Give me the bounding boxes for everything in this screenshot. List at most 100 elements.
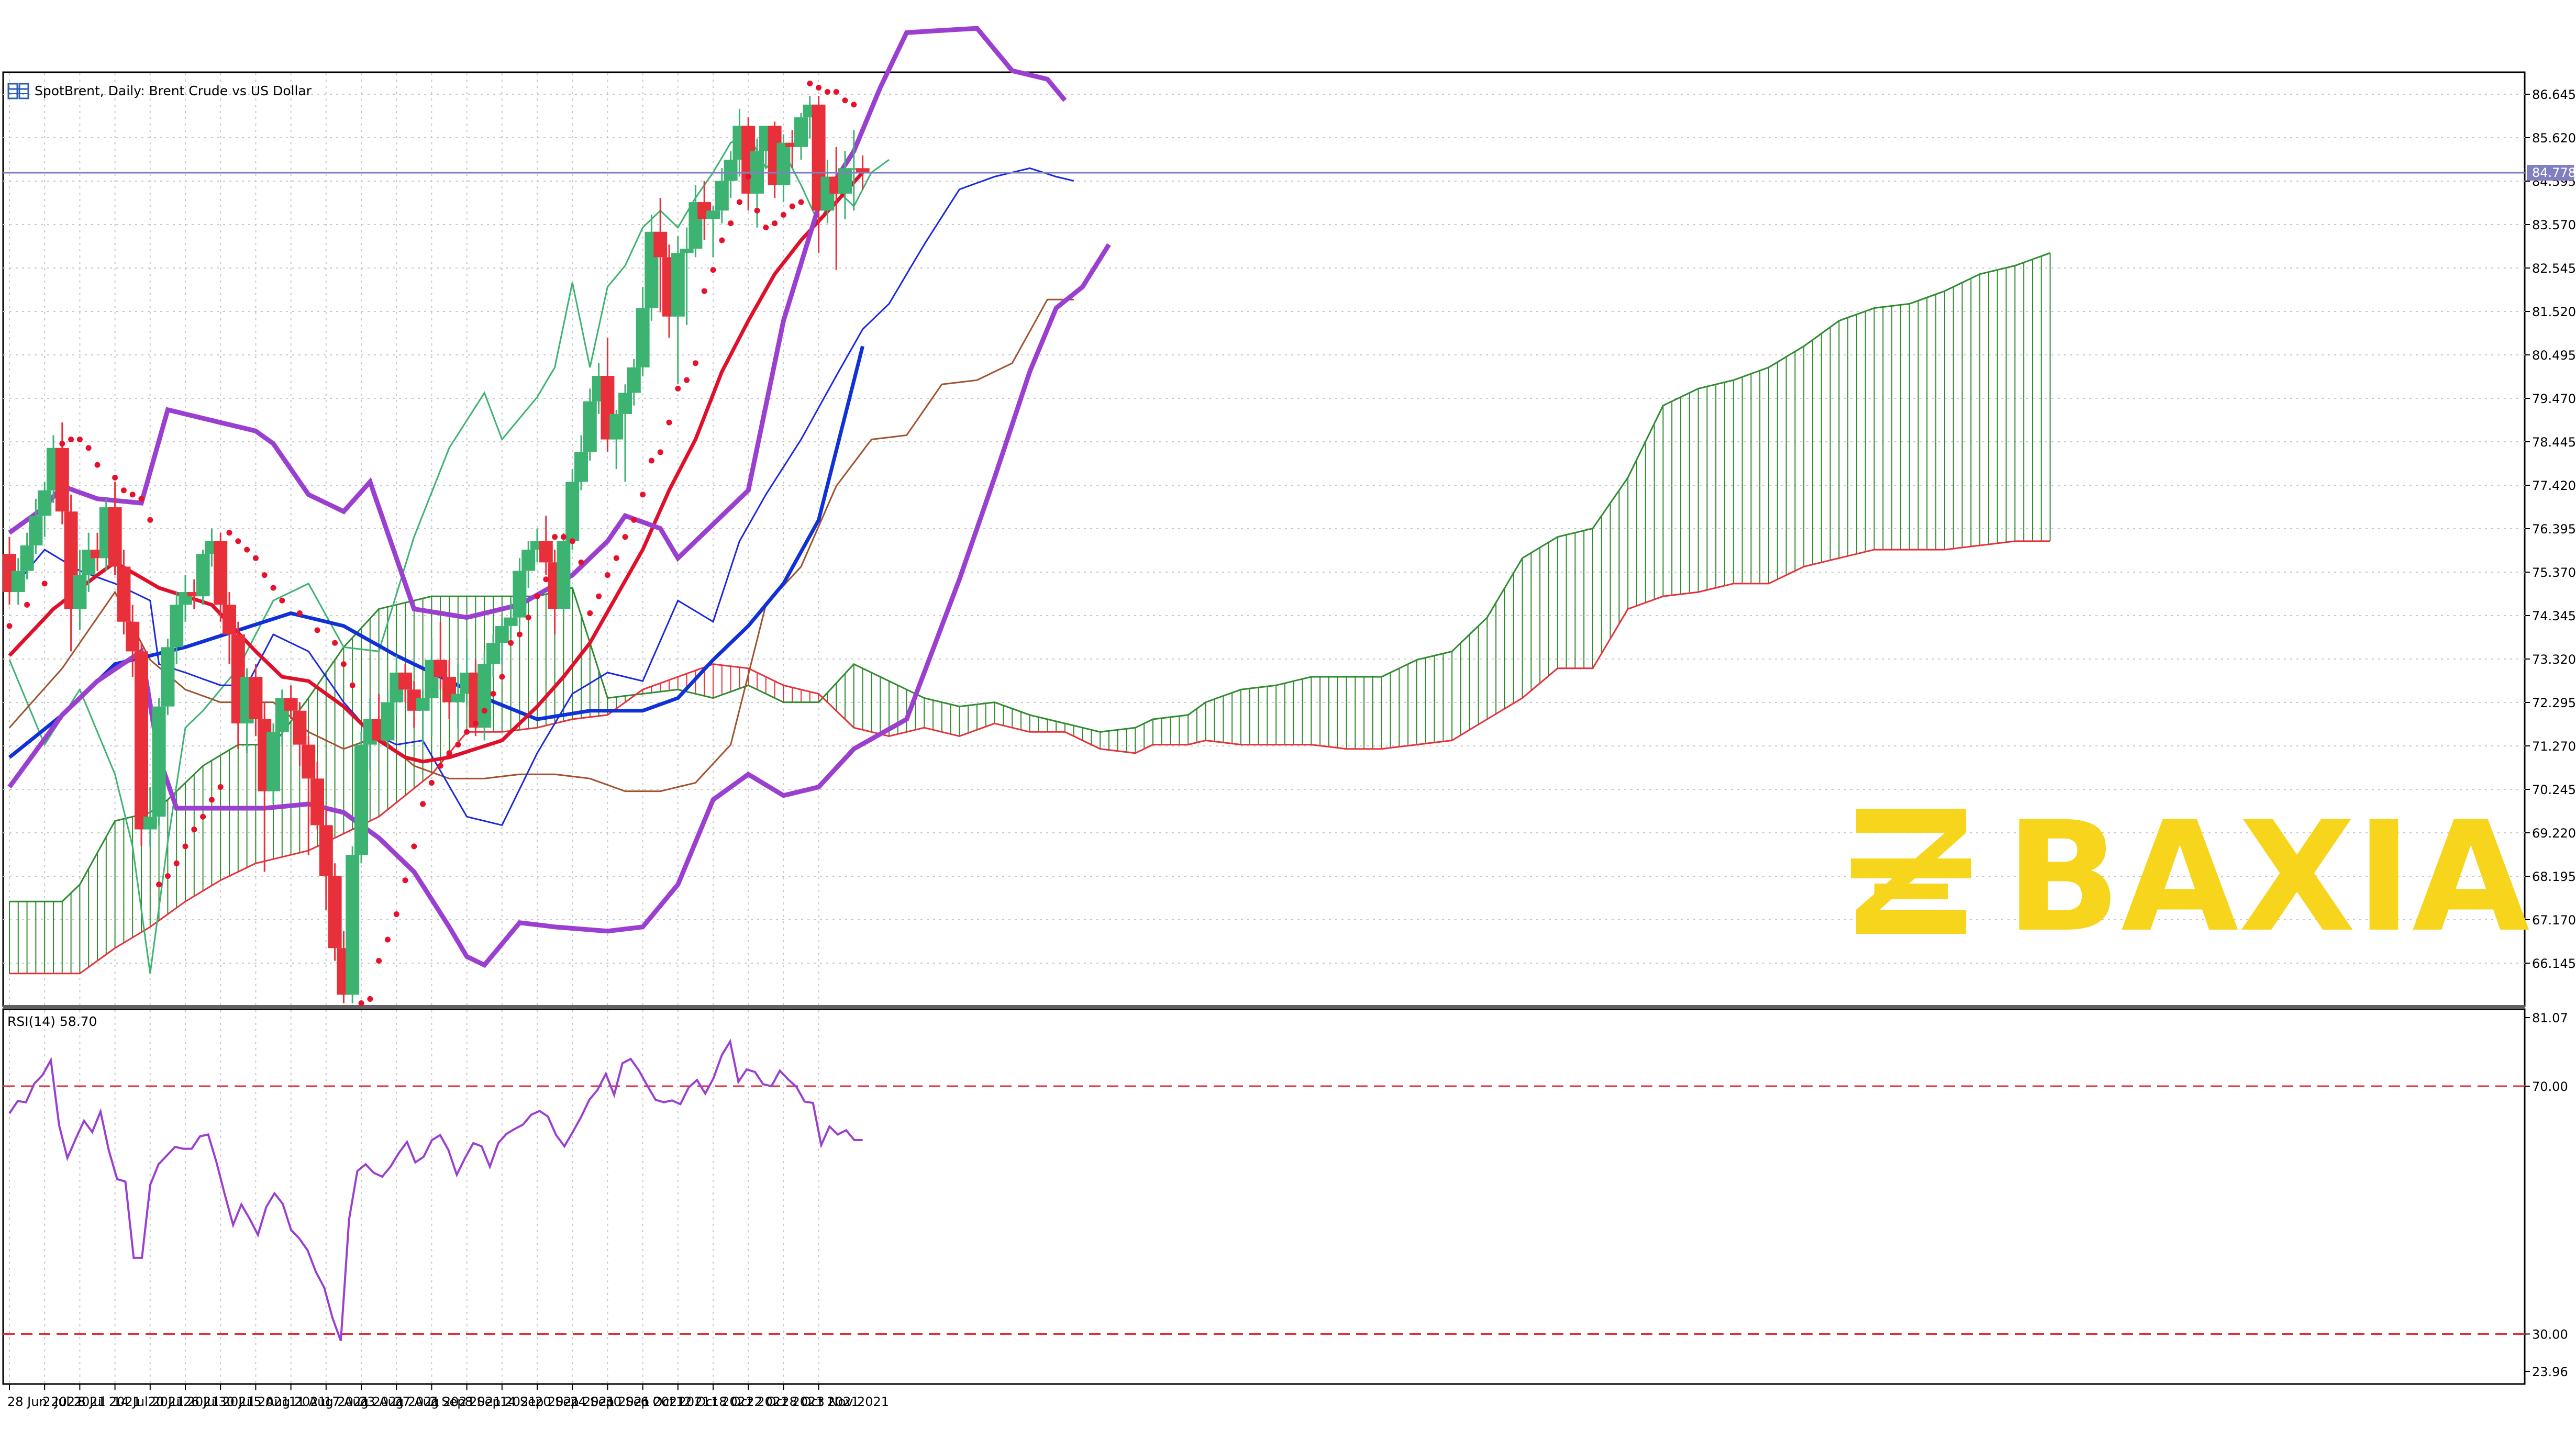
sar-dot — [613, 555, 619, 561]
candle-body — [310, 778, 324, 825]
price-tick-label: 74.345 — [2532, 609, 2576, 623]
sar-dot — [6, 623, 13, 629]
candle-body — [196, 554, 210, 597]
candle — [653, 197, 668, 312]
sar-dot — [138, 496, 145, 502]
candle — [20, 532, 34, 579]
rsi-line — [8, 1039, 863, 1342]
sar-dot — [490, 690, 496, 697]
candle — [495, 617, 509, 664]
sar-dot — [684, 377, 690, 383]
baxia-logo: BAXIA — [1851, 789, 2531, 966]
candle-body — [653, 231, 668, 258]
tenkan-sen — [8, 167, 1074, 827]
candle-body — [416, 698, 430, 711]
sar-dot — [508, 640, 514, 646]
time-tick-label: 27 Aug 2021 — [394, 1394, 475, 1409]
candle — [539, 516, 553, 575]
candle — [249, 664, 263, 736]
sar-dot — [147, 517, 153, 523]
candle — [416, 689, 430, 745]
candle — [161, 639, 175, 715]
price-tick-label: 81.520 — [2532, 305, 2576, 319]
candle-body — [170, 605, 184, 648]
candle — [504, 600, 518, 639]
sar-dot — [578, 559, 584, 565]
sar-dot — [604, 572, 610, 578]
sar-dot — [384, 936, 391, 943]
sar-dot — [824, 89, 830, 95]
candle-body — [29, 516, 43, 545]
candle — [442, 660, 456, 719]
candle-body — [513, 571, 527, 618]
candle-body — [856, 168, 870, 173]
sar-dot — [516, 631, 523, 638]
candle-body — [302, 744, 316, 779]
candle-body — [847, 168, 861, 170]
rsi-tick-label: 30.00 — [2532, 1327, 2568, 1342]
time-tick-label: 8 Jul 2021 — [77, 1394, 141, 1409]
parabolic-sar — [6, 80, 857, 1007]
candle — [724, 151, 738, 198]
price-tick-label: 85.620 — [2532, 131, 2576, 146]
price-pane-frame — [2, 71, 2526, 1007]
sar-dot — [640, 492, 646, 498]
sar-dot — [736, 199, 742, 205]
sar-dot — [156, 881, 162, 888]
candle — [381, 689, 395, 749]
price-tick-label: 76.395 — [2532, 522, 2576, 537]
candle-body — [38, 490, 52, 516]
sar-dot — [437, 763, 443, 769]
candle-body — [680, 249, 694, 253]
time-tick-label: 14 Jul 2021 — [113, 1394, 184, 1409]
candle — [135, 643, 148, 846]
time-tick-label: 12 Oct 2021 — [676, 1394, 753, 1409]
sar-dot — [807, 80, 813, 86]
candle — [310, 761, 324, 830]
time-tick-label: 17 Aug 2021 — [324, 1394, 405, 1409]
sar-dot — [754, 207, 760, 214]
candle — [680, 227, 694, 325]
rsi-tick-label: 81.07 — [2532, 1011, 2568, 1025]
candle — [258, 702, 272, 872]
candle — [38, 482, 52, 537]
candle-body — [724, 160, 738, 181]
candle-body — [319, 825, 333, 876]
price-tick-label: 80.495 — [2532, 348, 2576, 363]
candle — [486, 634, 500, 677]
sar-dot — [164, 873, 171, 879]
sar-dot — [472, 720, 479, 727]
time-tick-label: 28 Oct 2021 — [781, 1394, 859, 1409]
candle — [513, 558, 527, 626]
candle — [565, 469, 580, 550]
candle — [618, 384, 632, 482]
candle-body — [495, 626, 509, 643]
candle — [196, 550, 210, 605]
candle — [451, 664, 465, 728]
candle-body — [73, 575, 87, 609]
candle-body — [504, 617, 518, 626]
candle — [609, 409, 624, 470]
candle-body — [20, 545, 34, 571]
sar-dot — [314, 627, 320, 633]
sar-dot — [120, 487, 127, 494]
price-tick-label: 75.370 — [2532, 565, 2576, 580]
sar-dot — [789, 203, 795, 209]
candle-body — [557, 541, 571, 609]
price-tick-label: 77.420 — [2532, 478, 2576, 493]
candle-body — [565, 482, 580, 541]
candle-body — [785, 142, 800, 147]
candle-body — [381, 702, 395, 741]
chart-title: SpotBrent, Daily: Brent Crude vs US Doll… — [35, 83, 312, 98]
candle — [284, 685, 298, 719]
time-tick-label: 11 Aug 2021 — [289, 1394, 370, 1409]
sar-dot — [94, 462, 101, 468]
candle — [715, 168, 729, 224]
sar-dot — [446, 750, 452, 756]
candle — [55, 422, 69, 524]
sar-dot — [376, 958, 382, 964]
candle — [776, 134, 791, 203]
candle-body — [284, 698, 298, 711]
candlesticks — [3, 96, 870, 1003]
